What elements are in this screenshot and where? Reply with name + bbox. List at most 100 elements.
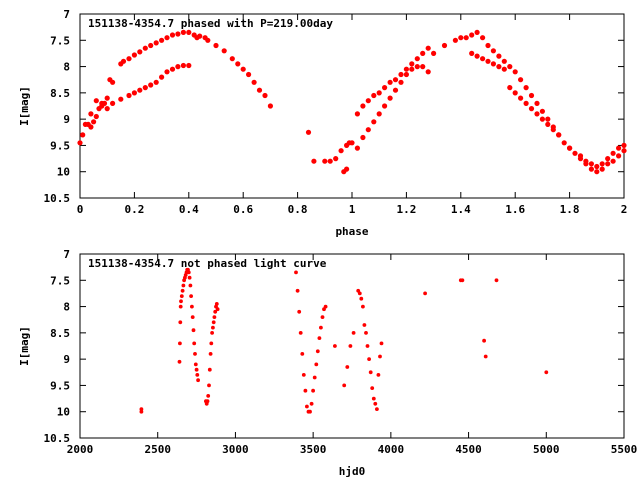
phased-data-point [153, 40, 159, 46]
unphased-x-tick-label: 5000 [533, 443, 560, 456]
phased-data-point [507, 85, 513, 91]
phased-plot-title: 151138-4354.7 phased with P=219.00day [88, 17, 333, 30]
unphased-data-point [195, 373, 200, 377]
phased-y-tick-label: 8 [63, 61, 70, 74]
phased-data-point [235, 61, 241, 67]
unphased-data-point [314, 362, 319, 367]
unphased-data-point [320, 315, 325, 319]
unphased-data-point [348, 344, 353, 348]
phased-data-point [311, 158, 317, 164]
unphased-x-tick-label: 3000 [222, 443, 249, 456]
unphased-data-point [177, 359, 182, 364]
unphased-data-point [294, 270, 298, 275]
phased-data-point [88, 111, 94, 117]
unphased-data-point [214, 302, 219, 306]
phased-data-point [523, 85, 529, 91]
unphased-data-point [303, 388, 308, 393]
unphased-data-point [333, 344, 337, 348]
unphased-data-point [301, 373, 306, 377]
phased-data-point [496, 53, 502, 59]
unphased-data-point [308, 409, 312, 414]
unphased-y-axis-title: I[mag] [18, 326, 31, 366]
unphased-data-point [297, 309, 302, 314]
phased-data-point [80, 132, 86, 138]
unphased-data-point [207, 383, 211, 388]
phased-data-point [142, 45, 148, 51]
unphased-data-point [376, 373, 381, 377]
unphased-data-point [371, 396, 376, 401]
phased-y-tick-label: 10.5 [44, 192, 71, 205]
phased-x-tick-label: 1 [349, 203, 356, 216]
phased-y-tick-label: 8.5 [50, 87, 70, 100]
phased-data-point [572, 150, 578, 156]
unphased-data-point [179, 294, 184, 298]
unphased-data-point [309, 401, 314, 406]
phased-data-point [354, 111, 360, 117]
unphased-plot-title: 151138-4354.7 not phased light curve [88, 257, 327, 270]
phased-y-tick-label: 9.5 [50, 139, 70, 152]
unphased-data-point [211, 320, 216, 325]
phased-data-point [512, 69, 518, 75]
phased-data-point [409, 61, 415, 67]
phased-data-point [616, 145, 622, 151]
phased-data-point [534, 111, 540, 117]
unphased-y-tick-label: 8 [63, 301, 70, 314]
phased-data-point [91, 119, 97, 125]
phased-data-point [169, 66, 176, 72]
unphased-x-tick-label: 4000 [378, 443, 405, 456]
phased-y-tick-label: 10 [57, 166, 70, 179]
phased-data-point [213, 42, 219, 49]
phased-data-point [382, 85, 388, 91]
unphased-data-point [209, 341, 214, 346]
phased-data-point [229, 56, 235, 62]
phased-data-point [392, 77, 399, 83]
phased-data-point [93, 98, 99, 104]
phased-data-point [605, 161, 611, 167]
phased-data-point [518, 95, 524, 101]
phased-x-tick-label: 0.4 [179, 203, 199, 216]
phased-data-point [480, 56, 486, 62]
phased-data-point [469, 50, 475, 57]
phased-data-point [120, 58, 127, 64]
unphased-x-tick-label: 2000 [67, 443, 94, 456]
unphased-data-point [189, 294, 194, 298]
phased-data-point [104, 106, 110, 112]
phased-data-point [485, 58, 491, 64]
unphased-data-point [342, 383, 347, 388]
unphased-data-point [311, 388, 315, 393]
phased-data-point [496, 64, 502, 70]
phased-data-point [556, 132, 562, 138]
phased-x-tick-label: 1.4 [451, 203, 471, 216]
phased-data-point [180, 62, 186, 69]
unphased-data-point [361, 304, 365, 309]
unphased-data-point [215, 307, 220, 312]
phased-data-point [490, 48, 496, 54]
phased-data-point [186, 29, 192, 35]
phased-data-point [621, 148, 627, 154]
phased-data-point [137, 87, 143, 93]
unphased-x-tick-label: 4500 [455, 443, 482, 456]
unphased-data-point [362, 323, 367, 327]
unphased-data-point [312, 375, 317, 380]
unphased-y-tick-label: 8.5 [50, 327, 70, 340]
phased-data-point [338, 148, 344, 154]
phased-data-point [88, 124, 94, 130]
phased-x-tick-label: 0 [77, 203, 84, 216]
unphased-data-point [196, 378, 201, 383]
phased-data-point [360, 103, 366, 109]
unphased-data-point [364, 331, 368, 335]
phased-data-point [414, 64, 420, 70]
unphased-data-point [319, 325, 323, 330]
phased-data-point [512, 90, 518, 96]
unphased-data-point [187, 275, 192, 280]
phased-data-point [93, 113, 99, 120]
phased-data-point [480, 35, 486, 41]
phased-data-point [159, 74, 165, 80]
unphased-y-tick-label: 10 [57, 406, 70, 419]
phased-data-point [507, 64, 513, 70]
phased-data-point [365, 127, 371, 133]
phased-data-point [256, 87, 263, 93]
phased-data-point [501, 66, 507, 72]
phased-data-point [474, 53, 480, 59]
phased-data-point [469, 32, 475, 38]
